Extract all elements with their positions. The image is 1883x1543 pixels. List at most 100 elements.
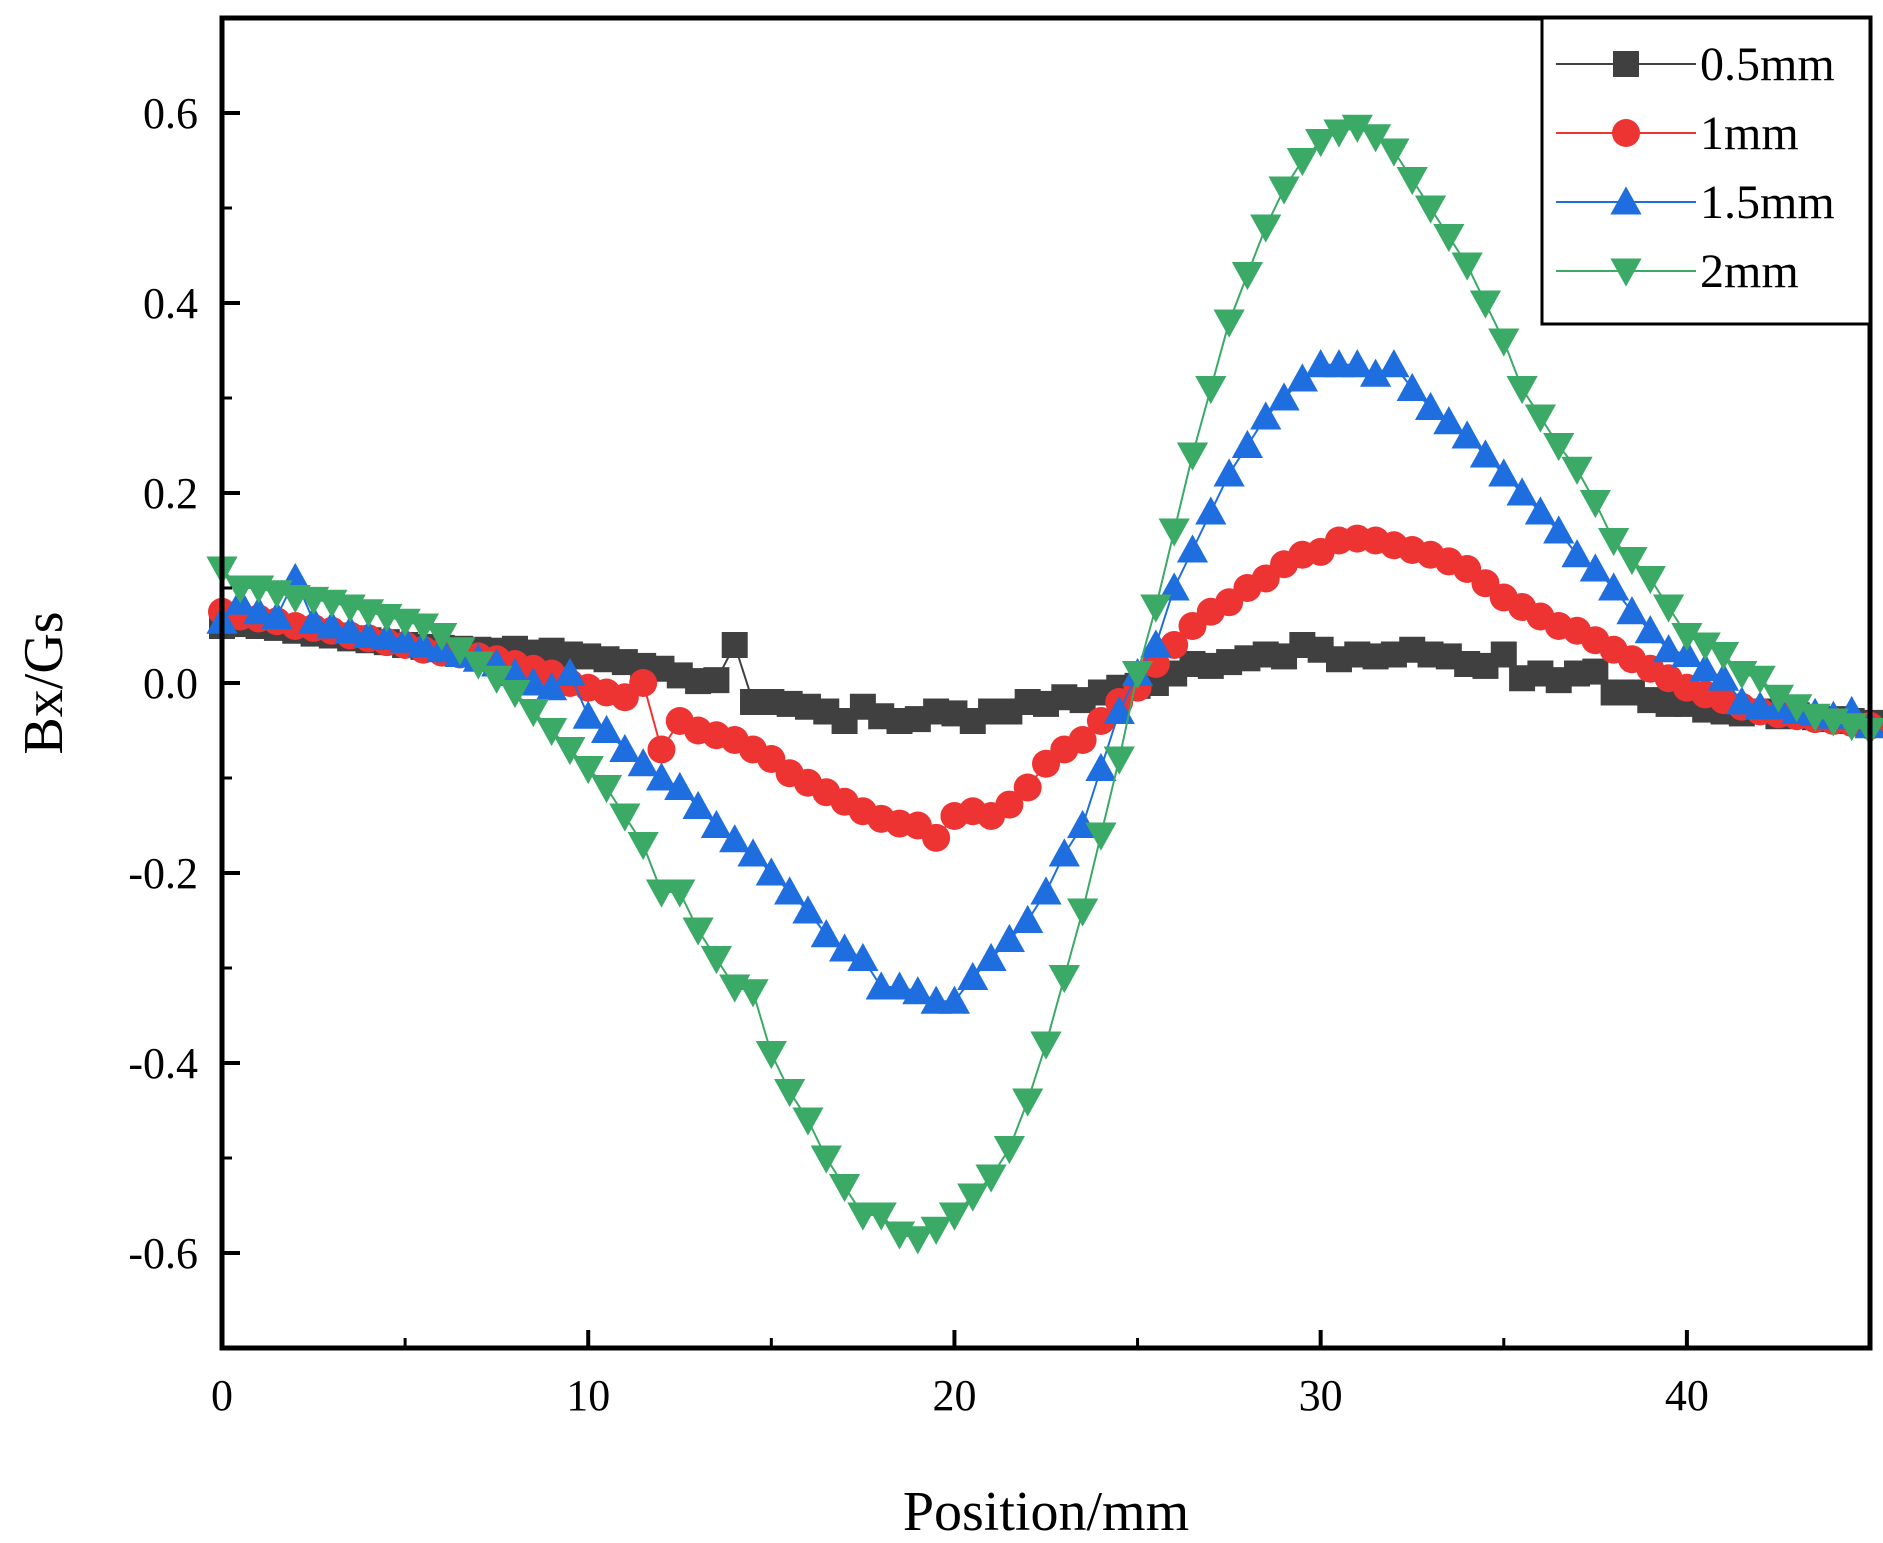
data-point xyxy=(1121,661,1154,690)
data-point xyxy=(865,1202,897,1231)
data-point xyxy=(1762,684,1795,713)
data-point xyxy=(737,979,769,1008)
data-point xyxy=(995,790,1024,819)
data-point xyxy=(1140,629,1172,658)
data-point xyxy=(1250,401,1282,430)
data-point xyxy=(1634,566,1666,595)
data-point xyxy=(1013,773,1042,802)
y-tick-label: 0.2 xyxy=(143,469,198,518)
data-point xyxy=(1598,528,1630,557)
data-point xyxy=(1524,404,1556,433)
data-point xyxy=(627,748,659,777)
data-point xyxy=(1158,572,1190,601)
data-point xyxy=(572,700,604,729)
data-point xyxy=(902,1226,934,1255)
data-point xyxy=(499,680,531,709)
data-point xyxy=(1433,224,1465,253)
data-point xyxy=(1781,694,1813,723)
x-axis-title: Position/mm xyxy=(903,1481,1189,1543)
data-point xyxy=(719,824,751,853)
data-point xyxy=(1488,328,1520,357)
data-point xyxy=(957,1183,989,1212)
data-point xyxy=(1231,262,1264,291)
series-2mm xyxy=(206,114,1883,1255)
data-point xyxy=(1195,496,1227,525)
data-point xyxy=(1103,695,1135,724)
data-point xyxy=(920,1216,952,1245)
data-point xyxy=(700,809,732,838)
data-point xyxy=(1323,119,1355,148)
data-point xyxy=(554,737,586,766)
legend-label: 2mm xyxy=(1700,245,1799,298)
x-tick-label: 0 xyxy=(211,1371,233,1420)
data-point xyxy=(609,733,641,762)
data-point xyxy=(1068,726,1097,754)
data-point xyxy=(664,771,696,800)
legend-label: 0.5mm xyxy=(1700,38,1835,91)
data-point xyxy=(371,621,403,650)
data-point xyxy=(1414,195,1447,224)
data-point xyxy=(1378,138,1410,167)
data-point xyxy=(703,667,730,694)
data-point xyxy=(957,961,989,990)
data-point xyxy=(1561,539,1593,568)
data-point xyxy=(847,942,879,971)
legend-box xyxy=(1540,16,1872,326)
data-point xyxy=(407,629,440,658)
data-point xyxy=(975,942,1007,971)
data-point xyxy=(1012,904,1044,933)
data-point xyxy=(755,857,787,886)
data-point xyxy=(554,657,586,686)
data-point xyxy=(1469,439,1502,468)
data-point xyxy=(1414,391,1447,420)
data-point xyxy=(774,876,806,905)
data-point xyxy=(1012,1088,1044,1117)
data-point xyxy=(1689,632,1721,661)
data-point xyxy=(645,762,678,791)
data-point xyxy=(462,651,494,680)
data-point xyxy=(1652,594,1685,623)
legend-item: 1.5mm xyxy=(1556,176,1835,229)
y-tick-label: -0.4 xyxy=(128,1039,198,1088)
data-point xyxy=(774,1079,806,1108)
legend-marker xyxy=(1612,119,1640,147)
data-point xyxy=(627,832,659,861)
data-point xyxy=(1030,876,1062,905)
data-point xyxy=(792,895,824,924)
data-point xyxy=(1268,382,1300,411)
data-point xyxy=(1579,553,1611,582)
data-point xyxy=(590,775,623,804)
data-point xyxy=(737,838,769,867)
data-point xyxy=(1140,594,1172,623)
x-tick-label: 10 xyxy=(566,1371,610,1420)
data-point xyxy=(1103,746,1135,775)
y-tick-label: 0.4 xyxy=(143,279,198,328)
data-point xyxy=(481,665,513,694)
data-point xyxy=(1561,456,1593,485)
data-point xyxy=(1451,420,1483,449)
legend: 0.5mm 1mm 1.5mm 2mm xyxy=(1540,16,1872,326)
y-tick-label: 0.6 xyxy=(143,89,198,138)
data-point xyxy=(664,879,696,908)
legend-marker xyxy=(1610,186,1642,215)
data-point xyxy=(609,803,641,832)
data-point xyxy=(1158,518,1190,547)
data-point xyxy=(922,823,951,852)
data-point xyxy=(883,971,916,1000)
data-point xyxy=(1488,458,1520,487)
data-point xyxy=(1085,822,1117,851)
y-tick-label: -0.6 xyxy=(128,1229,198,1278)
data-point xyxy=(407,613,440,642)
data-point xyxy=(1707,662,1740,691)
data-point xyxy=(1433,406,1465,435)
data-point xyxy=(993,1136,1025,1165)
data-point xyxy=(536,718,568,747)
data-point xyxy=(334,615,366,644)
data-point xyxy=(1579,490,1611,519)
data-point xyxy=(1250,214,1282,243)
data-point xyxy=(316,610,348,639)
legend-label: 1mm xyxy=(1700,107,1799,160)
data-point xyxy=(1048,838,1080,867)
data-point xyxy=(444,637,476,666)
data-point xyxy=(1707,642,1740,671)
